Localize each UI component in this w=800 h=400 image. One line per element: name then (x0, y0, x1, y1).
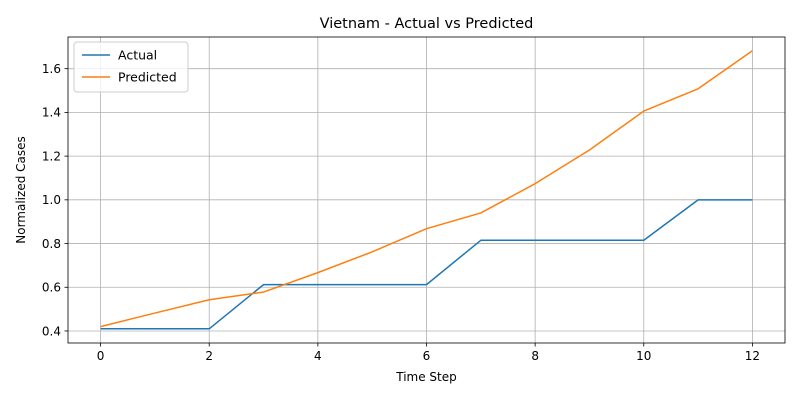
series-line-actual (100, 199, 753, 330)
series-lines (100, 50, 753, 330)
legend: Actual Predicted (73, 41, 189, 93)
x-tick-label: 8 (531, 349, 539, 363)
x-tick-label: 4 (314, 349, 322, 363)
y-tick-label: 0.6 (42, 281, 61, 295)
grid (68, 37, 785, 343)
x-tick-label: 2 (205, 349, 213, 363)
x-tick-label: 6 (423, 349, 431, 363)
y-tick-label: 1.6 (42, 62, 61, 76)
y-axis-label: Normalized Cases (14, 136, 28, 243)
y-tick-label: 0.8 (42, 237, 61, 251)
series-line-predicted (100, 50, 753, 328)
x-tick-label: 0 (97, 349, 105, 363)
y-tick-label: 1.4 (42, 106, 61, 120)
y-tick-label: 1.0 (42, 193, 61, 207)
legend-label-predicted: Predicted (118, 70, 177, 85)
y-tick-label: 1.2 (42, 149, 61, 163)
legend-label-actual: Actual (118, 48, 157, 63)
x-tick-label: 12 (745, 349, 760, 363)
y-tick-label: 0.4 (42, 324, 61, 338)
x-axis-label: Time Step (395, 370, 457, 384)
x-tick-label: 10 (636, 349, 651, 363)
axis-ticks: 0 2 4 6 8 10 12 0.4 0.6 0.8 1.0 1.2 1.4 1.6 (42, 62, 760, 363)
chart-title: Vietnam - Actual vs Predicted (320, 16, 534, 32)
